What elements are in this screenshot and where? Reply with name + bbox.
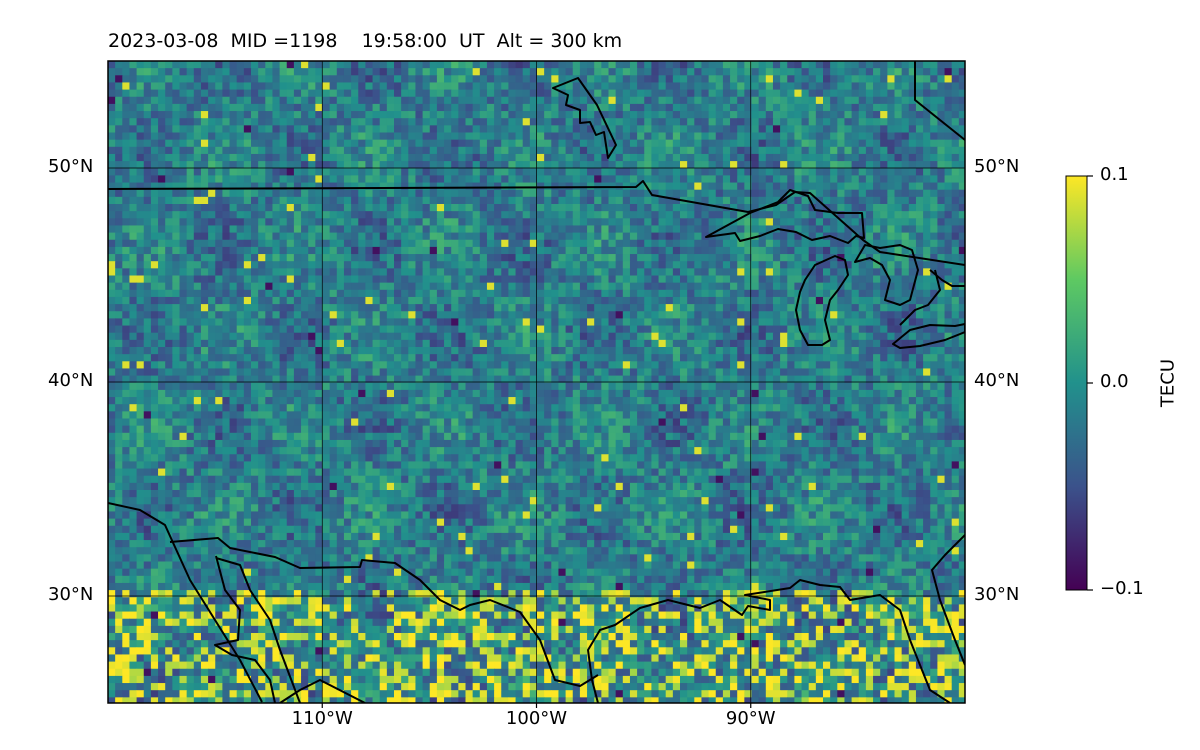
florida-coast <box>931 534 965 666</box>
lower-lakes-coast <box>899 269 941 326</box>
colorbar <box>1065 175 1088 591</box>
graticule <box>108 61 965 703</box>
hudson-bay-coast <box>552 77 617 159</box>
lat-label-right: 50°N <box>974 156 1020 177</box>
us-canada-border <box>108 180 965 266</box>
gulf-of-california <box>215 557 301 703</box>
western-coast-fragment <box>279 679 366 703</box>
axis-ticks <box>321 703 752 708</box>
lat-label-left: 40°N <box>48 370 94 391</box>
lat-label-left: 50°N <box>48 156 94 177</box>
lat-label-left: 30°N <box>48 584 94 605</box>
coastlines-and-borders <box>108 61 965 703</box>
gulf-coast <box>587 579 951 703</box>
colorbar-ticks <box>1087 175 1093 591</box>
lake-michigan <box>795 255 849 346</box>
us-mexico-border <box>169 537 599 687</box>
baja-peninsula <box>214 555 276 703</box>
lon-label: 100°W <box>505 708 568 729</box>
lake-superior <box>705 189 865 244</box>
northeast-coast <box>914 61 965 141</box>
colorbar-tick-label: −0.1 <box>1100 578 1144 599</box>
colorbar-label: TECU <box>1157 358 1179 408</box>
lon-label: 90°W <box>725 708 776 729</box>
lake-huron <box>854 244 919 306</box>
lon-label: 110°W <box>291 708 353 729</box>
lat-label-right: 30°N <box>974 584 1020 605</box>
lake-erie <box>892 323 965 349</box>
pacific-coast <box>108 502 263 703</box>
colorbar-tick-label: 0.1 <box>1100 164 1129 185</box>
lat-label-right: 40°N <box>974 370 1020 391</box>
figure-title: 2023-03-08 MID =1198 19:58:00 UT Alt = 3… <box>108 30 623 52</box>
tec-raster <box>108 61 965 703</box>
colorbar-tick-label: 0.0 <box>1100 371 1129 392</box>
